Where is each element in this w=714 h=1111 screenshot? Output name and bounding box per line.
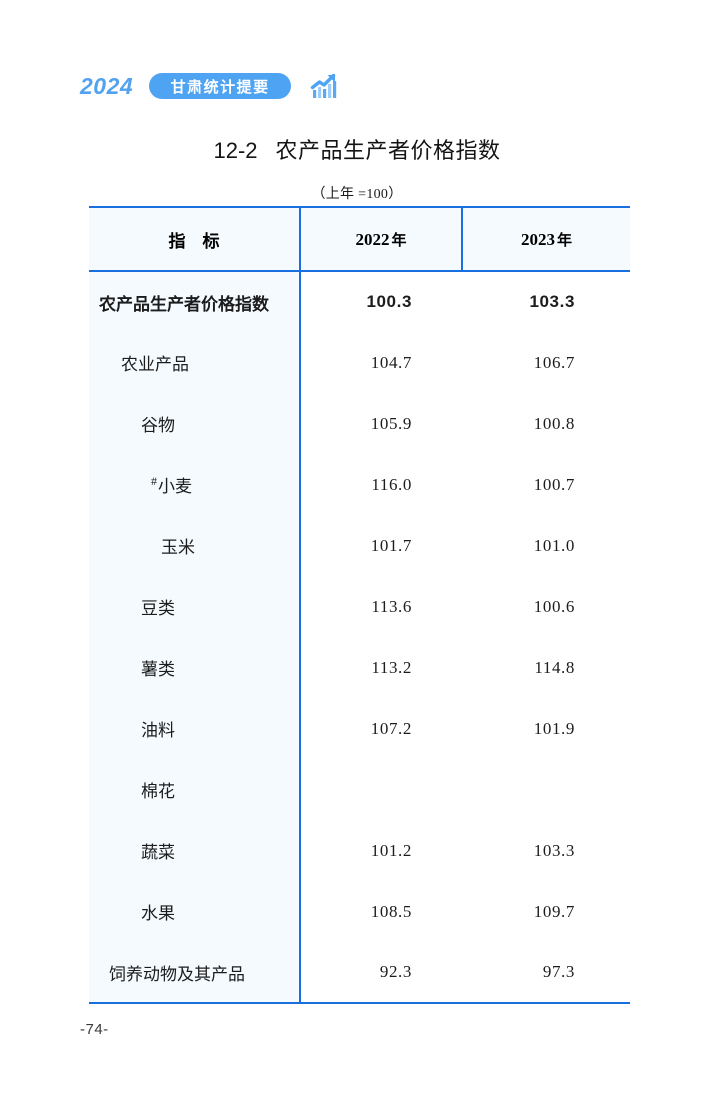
table-head: 指 标 2022 年 2023 年 [89, 206, 630, 272]
row-label: 小麦 [158, 477, 192, 496]
cell-value-2022: 104.7 [299, 332, 462, 393]
column-header-2023-suffix: 年 [556, 232, 572, 249]
row-label-cell: 薯类 [89, 637, 300, 698]
edition-year: 2024 [80, 72, 134, 99]
row-label: 谷物 [141, 416, 175, 435]
table-row: 油料 107.2 101.9 [89, 698, 630, 759]
statistics-table-container: 指 标 2022 年 2023 年 农产品生产者价格指数 100.3 103.3 农业产品… [89, 206, 630, 1004]
row-label: 薯类 [141, 660, 175, 679]
table-unit-note: （上年 =100） [311, 187, 403, 202]
row-label-cell: #小麦 [89, 454, 300, 515]
cell-value-2023: 114.8 [534, 657, 575, 677]
table-title-text: 农产品生产者价格指数 [275, 138, 501, 163]
row-label: 蔬菜 [141, 843, 175, 862]
column-header-2022-year: 2022 [355, 229, 390, 249]
table-number: 12-2 [213, 138, 258, 163]
column-header-indicator-label: 指 标 [168, 231, 220, 251]
cell-value-2023: 100.6 [533, 596, 575, 616]
row-label-cell: 谷物 [89, 393, 300, 454]
row-label-cell: 水果 [89, 881, 300, 942]
row-label-cell: 豆类 [89, 576, 300, 637]
cell-value-2023: 103.3 [533, 840, 575, 860]
row-label-cell: 棉花 [89, 759, 300, 820]
footnote-marker-icon: # [151, 474, 157, 489]
cell-value-2023: 103.3 [529, 292, 575, 311]
column-header-2023-year: 2023 [520, 229, 555, 249]
table-row: 玉米 101.7 101.0 [89, 515, 630, 576]
row-label-cell: 油料 [89, 698, 300, 759]
cell-value-2023: 101.9 [533, 718, 575, 738]
cell-value-2023: 106.7 [533, 352, 575, 372]
row-label-cell: 饲养动物及其产品 [89, 942, 300, 1004]
table-row: 蔬菜 101.2 103.3 [89, 820, 630, 881]
table-row: 农产品生产者价格指数 100.3 103.3 [89, 271, 630, 332]
row-label-cell: 玉米 [89, 515, 300, 576]
cell-value-2023 [462, 759, 630, 820]
table-row: 谷物 105.9 100.8 [89, 393, 630, 454]
row-label: 饲养动物及其产品 [109, 964, 245, 984]
row-label: 棉花 [141, 782, 175, 801]
table-row: 薯类 113.2 114.8 [89, 637, 630, 698]
cell-value-2022: 113.6 [299, 576, 462, 637]
row-label: 玉米 [161, 538, 195, 557]
cell-value-2022: 101.7 [299, 515, 462, 576]
table-row: 豆类 113.6 100.6 [89, 576, 630, 637]
cell-value-2022: 116.0 [299, 454, 462, 515]
cell-value-2022: 107.2 [299, 698, 462, 759]
page-title: 12-2 农产品生产者价格指数 [0, 133, 714, 165]
cell-value-2022: 113.2 [299, 637, 462, 698]
table-row: 水果 108.5 109.7 [89, 881, 630, 942]
cell-value-2023: 100.7 [533, 474, 575, 494]
row-label: 农业产品 [121, 355, 189, 374]
table-body: 农产品生产者价格指数 100.3 103.3 农业产品 104.7 106.7 谷物 105.… [89, 271, 630, 1004]
row-label-cell: 农产品生产者价格指数 [89, 271, 300, 332]
statistics-table: 指 标 2022 年 2023 年 农产品生产者价格指数 100.3 103.3 农业产品… [89, 206, 630, 1004]
publication-badge: 甘肃统计提要 [149, 73, 292, 99]
cell-value-2022: 105.9 [299, 393, 462, 454]
trending-up-chart-icon [309, 71, 339, 101]
cell-value-2022: 108.5 [299, 881, 462, 942]
row-label-cell: 蔬菜 [89, 820, 300, 881]
table-header-row: 指 标 2022 年 2023 年 [89, 206, 630, 272]
row-label: 水果 [141, 904, 175, 923]
column-header-2022: 2022 年 [299, 206, 462, 272]
cell-value-2023: 100.8 [533, 413, 575, 433]
page-header: 2024 甘肃统计提要 [0, 62, 714, 110]
column-header-2022-suffix: 年 [391, 232, 407, 249]
row-label-cell: 农业产品 [89, 332, 300, 393]
cell-value-2022: 92.3 [299, 942, 462, 1004]
table-row: #小麦 116.0 100.7 [89, 454, 630, 515]
row-label: 豆类 [141, 599, 175, 618]
page-number: -74- [80, 1021, 109, 1038]
cell-value-2023: 101.0 [533, 535, 575, 555]
cell-value-2023: 109.7 [533, 901, 575, 921]
table-row: 棉花 [89, 759, 630, 820]
table-row: 饲养动物及其产品 92.3 97.3 [89, 942, 630, 1004]
table-row: 农业产品 104.7 106.7 [89, 332, 630, 393]
cell-value-2022 [299, 759, 462, 820]
cell-value-2023: 97.3 [462, 942, 630, 1004]
column-header-2023: 2023 年 [461, 206, 630, 272]
row-label: 油料 [141, 721, 175, 740]
cell-value-2022: 101.2 [299, 820, 462, 881]
row-label: 农产品生产者价格指数 [99, 294, 269, 314]
cell-value-2022: 100.3 [299, 271, 462, 332]
column-header-indicator: 指 标 [89, 206, 300, 272]
